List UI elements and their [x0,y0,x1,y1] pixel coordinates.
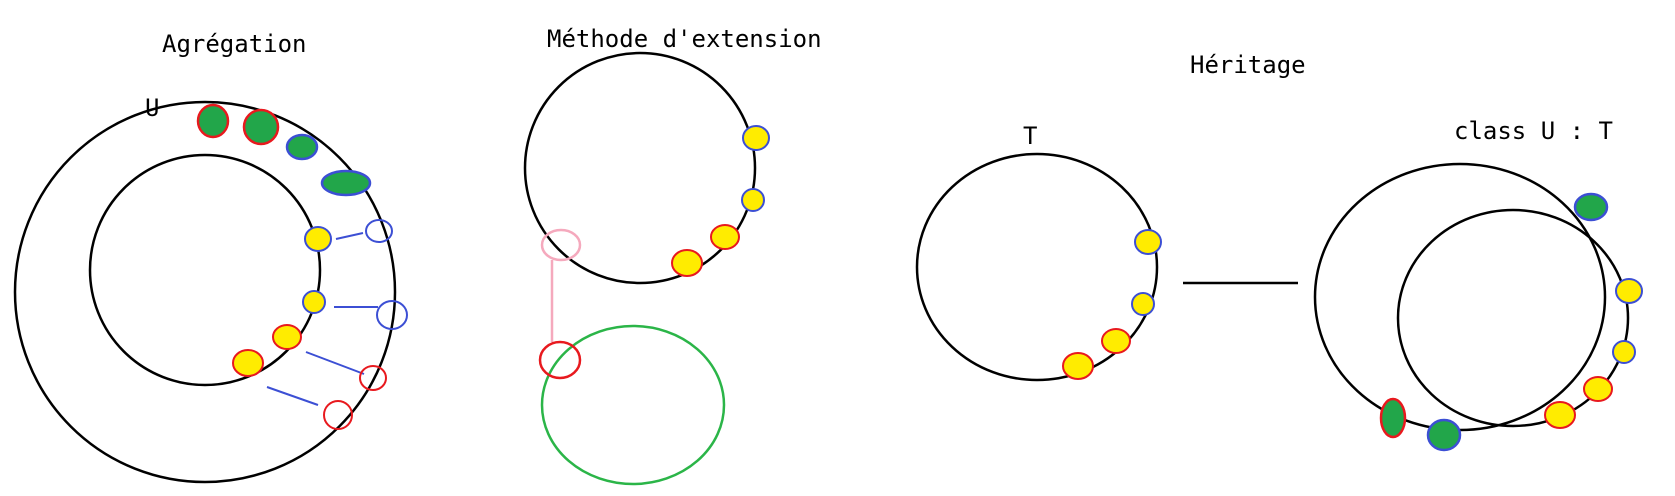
label-u: U [145,94,159,122]
green-member-red-border [1379,397,1407,439]
yellow-member-red-border [232,349,264,377]
yellow-member-blue-border [741,188,765,212]
label-t: T [1023,122,1037,150]
yellow-member-red-border [671,249,703,277]
title-aggregation: Agrégation [162,30,307,58]
pink-ring [540,228,582,262]
yellow-member-red-border [1583,376,1613,402]
base-class-circle-t [915,152,1159,382]
title-extension-method: Méthode d'extension [547,25,822,53]
empty-blue-ring [365,219,393,243]
connector-line [266,386,319,406]
yellow-member-blue-border [1615,278,1643,304]
inner-circle-t [88,153,322,387]
derived-class-outer-circle [1313,162,1607,432]
green-member-blue-border [285,133,319,161]
connector-line [335,232,364,240]
yellow-member-red-border [1062,352,1094,380]
yellow-member-blue-border [302,290,326,314]
label-class-u-t: class U : T [1454,117,1613,145]
yellow-member-blue-border [1134,229,1162,255]
empty-red-ring [323,400,353,430]
yellow-member-red-border [272,324,302,350]
yellow-member-blue-border [1131,292,1155,316]
green-member-blue-border [1426,418,1462,452]
static-class-circle [540,324,726,486]
yellow-member-red-border [1101,328,1131,354]
empty-blue-ring [376,300,408,330]
connector-line [305,351,365,375]
green-member-blue-border [320,169,372,197]
green-member-red-border [242,108,280,146]
yellow-member-red-border [1544,401,1576,429]
yellow-member-blue-border [304,226,332,252]
aggregation-diagram [13,100,408,484]
outer-circle-u [13,100,397,484]
yellow-member-blue-border [1612,340,1636,364]
yellow-member-red-border [710,224,740,250]
title-inheritance: Héritage [1190,51,1306,79]
derived-class-inner-circle [1396,208,1630,428]
red-ring [538,340,582,380]
extended-class-circle [523,51,757,285]
green-member-blue-border [1573,192,1609,222]
extension-method-diagram [523,51,770,486]
inheritance-diagram [915,152,1643,452]
yellow-member-blue-border [742,125,770,151]
green-member-red-border [196,103,230,139]
empty-red-ring [359,365,387,391]
